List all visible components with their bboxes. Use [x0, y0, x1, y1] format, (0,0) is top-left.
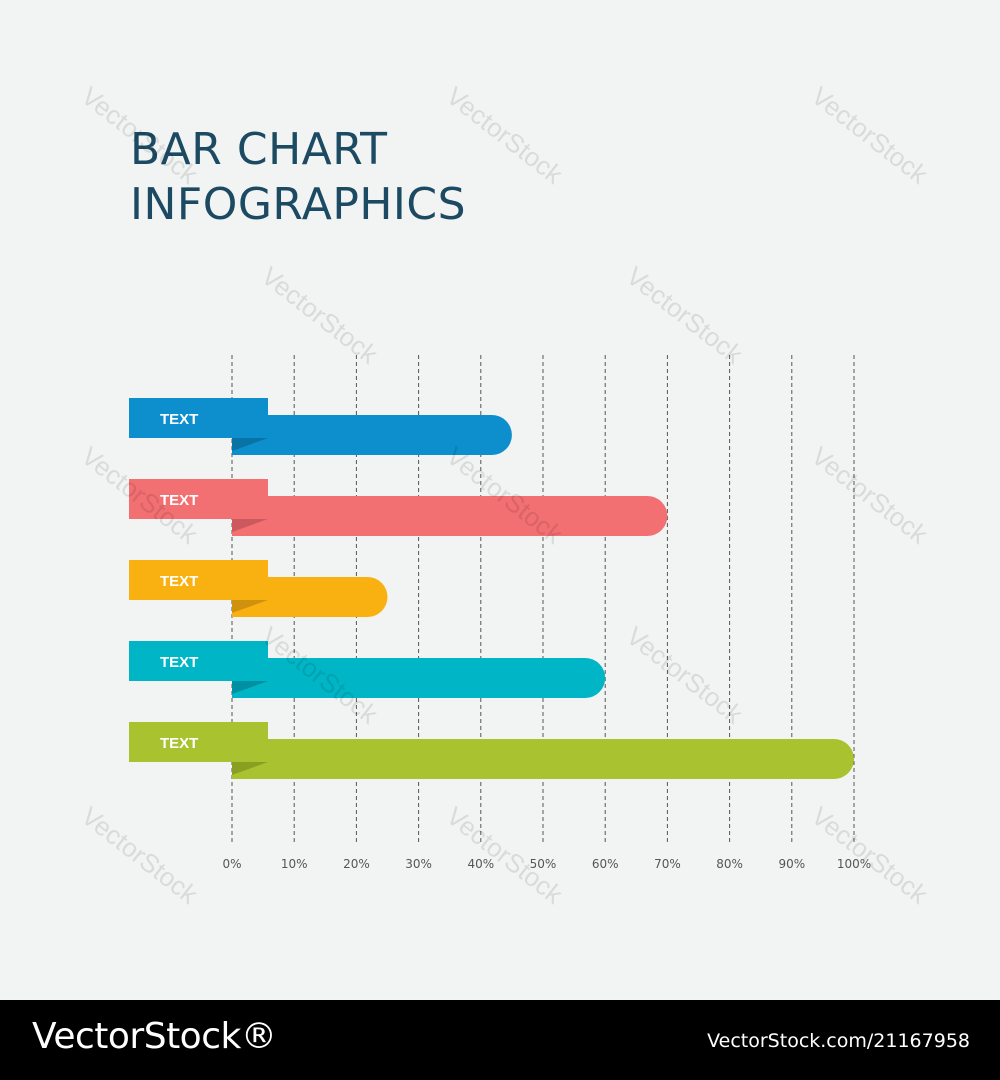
- bar: [232, 415, 512, 455]
- x-tick-label: 20%: [343, 857, 370, 871]
- bar-label-tab: [129, 722, 268, 762]
- bar-fold-shadow: [232, 681, 268, 694]
- title-line-2: INFOGRAPHICS: [130, 179, 467, 230]
- bar-label-tab: [129, 560, 268, 600]
- footer-bar: VectorStock® VectorStock.com/21167958: [0, 1000, 1000, 1080]
- x-tick-label: 100%: [837, 857, 871, 871]
- x-tick-label: 0%: [222, 857, 241, 871]
- bar: [232, 496, 668, 536]
- bar-label: TEXT: [160, 654, 198, 671]
- bar-label-tab: [129, 641, 268, 681]
- bar-fold-shadow: [232, 600, 268, 613]
- chart-title: BAR CHART INFOGRAPHICS: [130, 122, 466, 232]
- x-tick-label: 90%: [778, 857, 805, 871]
- x-tick-label: 60%: [592, 857, 619, 871]
- x-tick-label: 50%: [530, 857, 557, 871]
- bar-label: TEXT: [160, 735, 198, 752]
- bar-fold-shadow: [232, 519, 268, 532]
- bar-fold-shadow: [232, 762, 268, 775]
- x-tick-label: 80%: [716, 857, 743, 871]
- x-tick-label: 40%: [467, 857, 494, 871]
- x-tick-label: 10%: [281, 857, 308, 871]
- x-tick-label: 70%: [654, 857, 681, 871]
- x-tick-label: 30%: [405, 857, 432, 871]
- footer-url: VectorStock.com/21167958: [707, 1030, 970, 1052]
- bar-chart: 0% 10% 20% 30% 40% 50% 60% 70% 80% 90% 100% TEXT TEX…: [129, 355, 871, 871]
- bar-label-tab: [129, 479, 268, 519]
- bar: [232, 577, 388, 617]
- title-line-1: BAR CHART: [130, 124, 388, 175]
- bar: [232, 739, 854, 779]
- bar-label: TEXT: [160, 492, 198, 509]
- footer-logo: VectorStock®: [32, 1016, 277, 1057]
- infographic-canvas: BAR CHART INFOGRAPHICS 0% 10% 20% 30% 40% 50%…: [75, 80, 934, 910]
- bar-label-tab: [129, 398, 268, 438]
- bar-label: TEXT: [160, 411, 198, 428]
- bar-label: TEXT: [160, 573, 198, 590]
- bar: [232, 658, 606, 698]
- bar-fold-shadow: [232, 438, 268, 451]
